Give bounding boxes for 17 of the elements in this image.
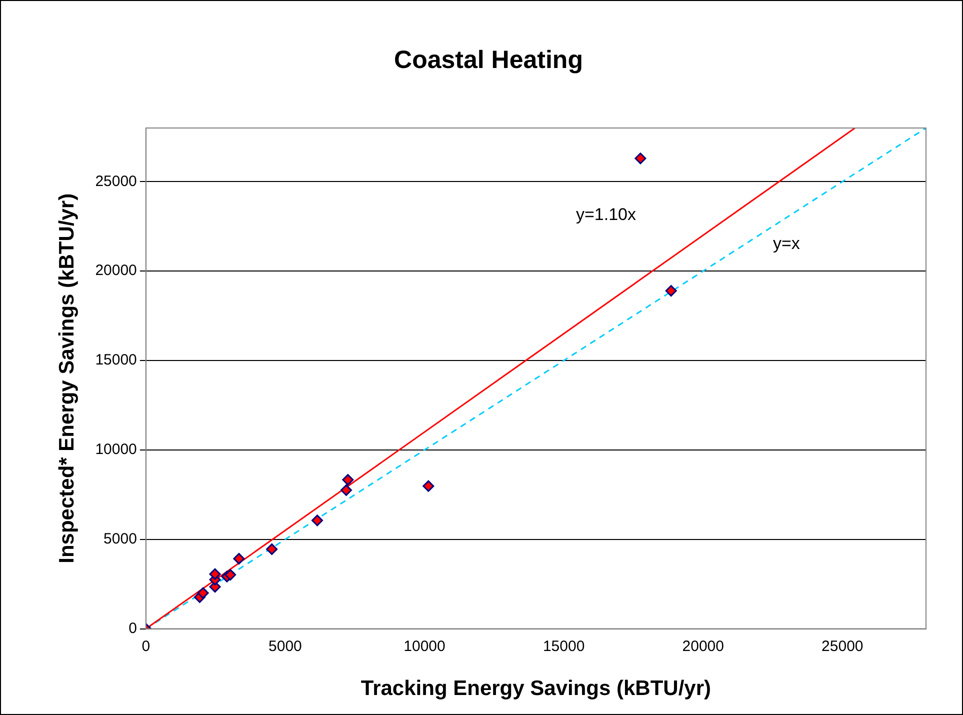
x-tick-label: 5000 — [268, 638, 302, 655]
y-tick-label: 20000 — [95, 262, 137, 280]
x-tick-label: 15000 — [542, 638, 585, 655]
chart-title: Coastal Heating — [394, 46, 583, 74]
x-axis-title: Tracking Energy Savings (kBTU/yr) — [360, 677, 712, 700]
y-tick-label: 25000 — [95, 172, 137, 190]
x-tick-label: 20000 — [682, 638, 724, 655]
annotation: y=x — [773, 234, 800, 254]
y-axis-title: Inspected* Energy Savings (kBTU/yr) — [55, 193, 78, 564]
annotation: y=1.10x — [576, 205, 636, 225]
y-tick-label: 10000 — [95, 441, 137, 458]
x-tick-label: 25000 — [822, 638, 864, 655]
y-tick-label: 5000 — [104, 530, 137, 548]
x-tick-label: 0 — [142, 638, 150, 655]
x-tick-label: 10000 — [404, 638, 446, 655]
y-tick-label: 0 — [128, 620, 137, 637]
y-tick-label: 15000 — [95, 352, 137, 369]
